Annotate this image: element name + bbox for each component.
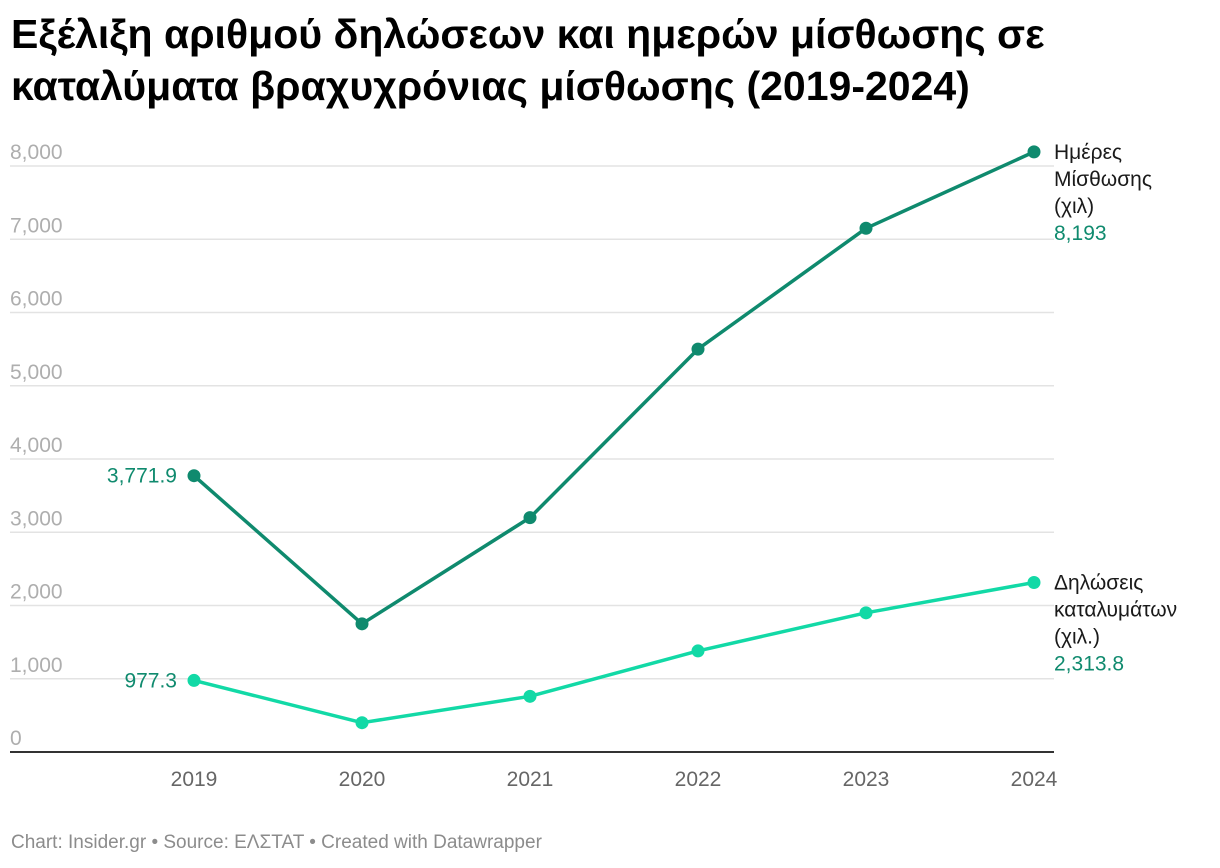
data-point [1027,145,1041,159]
series-name-label: Ημέρες [1054,141,1122,164]
y-tick-label: 2,000 [10,581,63,604]
data-point [355,617,369,631]
x-tick-label: 2020 [339,768,386,791]
series-name-label: (χιλ.) [1054,626,1100,649]
start-value-label: 977.3 [124,669,177,692]
data-point [187,673,201,687]
end-value-label: 8,193 [1054,222,1107,245]
end-value-label: 2,313.8 [1054,653,1124,676]
y-tick-label: 6,000 [10,288,63,311]
y-tick-label: 8,000 [10,141,63,164]
series-name-label: καταλυμάτων [1054,599,1177,622]
series-labels: 3,771.9 Ημέρες Μίσθωσης (χιλ) 8,193 977.3 Δηλώ… [107,141,1177,693]
data-point [523,689,537,703]
series-name-label: Δηλώσεις [1054,572,1143,595]
data-point [355,716,369,730]
y-tick-label: 7,000 [10,214,63,237]
x-tick-label: 2019 [171,768,218,791]
x-axis-ticks: 2019 2020 2021 2022 2023 2024 [171,768,1058,791]
series-line-1 [193,580,1035,725]
x-tick-label: 2021 [507,768,554,791]
series-line-0 [192,150,1035,626]
chart-footer: Chart: Insider.gr • Source: ΕΛΣΤΑΤ • Cre… [11,832,542,853]
x-tick-label: 2023 [843,768,890,791]
data-point [859,606,873,620]
data-point [691,342,705,356]
series-name-label: (χιλ) [1054,195,1094,218]
y-tick-label: 0 [10,727,22,750]
data-point [523,511,537,525]
series-name-label: Μίσθωσης [1054,168,1152,191]
y-tick-label: 3,000 [10,507,63,530]
series-lines [187,145,1041,730]
y-tick-label: 4,000 [10,434,63,457]
data-point [691,644,705,658]
y-axis-ticks: 0 1,000 2,000 3,000 4,000 5,000 6,000 7,000 8,00… [10,141,63,750]
gridlines [10,165,1054,753]
data-point [859,221,873,235]
x-tick-label: 2022 [675,768,722,791]
chart-title: Εξέλιξη αριθμού δηλώσεων και ημερών μίσθ… [11,11,1045,109]
data-point [187,469,201,483]
y-tick-label: 1,000 [10,654,63,677]
y-tick-label: 5,000 [10,361,63,384]
start-value-label: 3,771.9 [107,465,177,488]
data-point [1027,576,1041,590]
x-tick-label: 2024 [1011,768,1058,791]
